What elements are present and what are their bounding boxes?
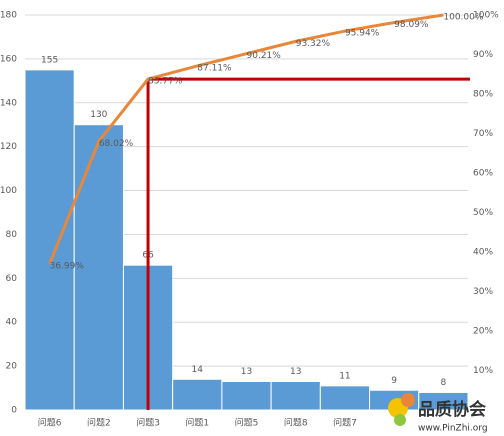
x-tick-label: 问题1 xyxy=(185,417,209,429)
x-tick-label: 问题2 xyxy=(87,417,111,429)
y-tick-label: 60 xyxy=(6,274,18,284)
y-tick-label: 80 xyxy=(6,230,18,240)
line-value-label: 93.32% xyxy=(296,39,331,49)
x-tick-label: 问题7 xyxy=(333,417,357,429)
watermark-title: 品质协会 xyxy=(418,399,486,420)
bar-value-label: 130 xyxy=(90,110,107,120)
y2-tick-label: 70% xyxy=(473,129,493,139)
y-tick-label: 140 xyxy=(0,98,17,108)
bar xyxy=(418,391,469,411)
line-value-label: 90.21% xyxy=(247,51,282,61)
bar xyxy=(319,385,371,411)
x-tick-label: 问题3 xyxy=(136,417,160,429)
logo-dot xyxy=(401,393,415,407)
line-value-label: 83.77% xyxy=(148,77,183,87)
y-tick-label: 0 xyxy=(11,406,17,416)
bar-value-label: 11 xyxy=(339,371,350,381)
y2-tick-label: 80% xyxy=(473,90,493,100)
y2-tick-label: 20% xyxy=(473,327,493,337)
bar xyxy=(270,380,321,411)
logo-dot xyxy=(394,414,406,426)
bar-value-label: 13 xyxy=(290,367,301,377)
y-tick-label: 100 xyxy=(0,186,17,196)
x-tick-label: 问题6 xyxy=(38,417,62,429)
line-value-label: 100.00% xyxy=(443,13,483,23)
line-value-label: 68.02% xyxy=(99,139,134,149)
bar-value-label: 155 xyxy=(41,55,58,65)
line-value-label: 98.09% xyxy=(394,20,429,30)
bar xyxy=(24,69,75,411)
bar-value-label: 8 xyxy=(441,378,447,388)
bar xyxy=(73,124,124,411)
x-tick-label: 问题5 xyxy=(235,417,259,429)
y2-tick-label: 90% xyxy=(473,50,493,60)
y2-tick-label: 30% xyxy=(473,287,493,297)
watermark-url: www.PinZhi.org xyxy=(418,424,488,434)
x-tick-label: 问题8 xyxy=(284,417,308,429)
cumulative-line xyxy=(48,13,444,265)
y2-tick-label: 10% xyxy=(473,366,493,376)
bar-value-label: 14 xyxy=(192,365,204,375)
y2-tick-label: 60% xyxy=(473,169,493,179)
y-tick-label: 180 xyxy=(0,11,17,21)
bar-value-label: 9 xyxy=(391,376,397,386)
bar-value-label: 13 xyxy=(241,367,252,377)
line-value-label: 87.11% xyxy=(197,63,232,73)
y-tick-label: 20 xyxy=(6,362,18,372)
bar xyxy=(172,378,223,411)
y-tick-label: 160 xyxy=(0,54,17,64)
y2-tick-label: 40% xyxy=(473,248,493,258)
y2-tick-label: 100% xyxy=(473,11,499,21)
y-tick-label: 120 xyxy=(0,142,17,152)
line-value-label: 95.94% xyxy=(345,29,380,39)
y2-tick-label: 50% xyxy=(473,208,493,218)
bar xyxy=(221,380,272,411)
line-value-label: 36.99% xyxy=(50,261,85,271)
watermark: 品质协会 www.PinZhi.org xyxy=(388,393,488,434)
y-tick-label: 40 xyxy=(6,318,18,328)
